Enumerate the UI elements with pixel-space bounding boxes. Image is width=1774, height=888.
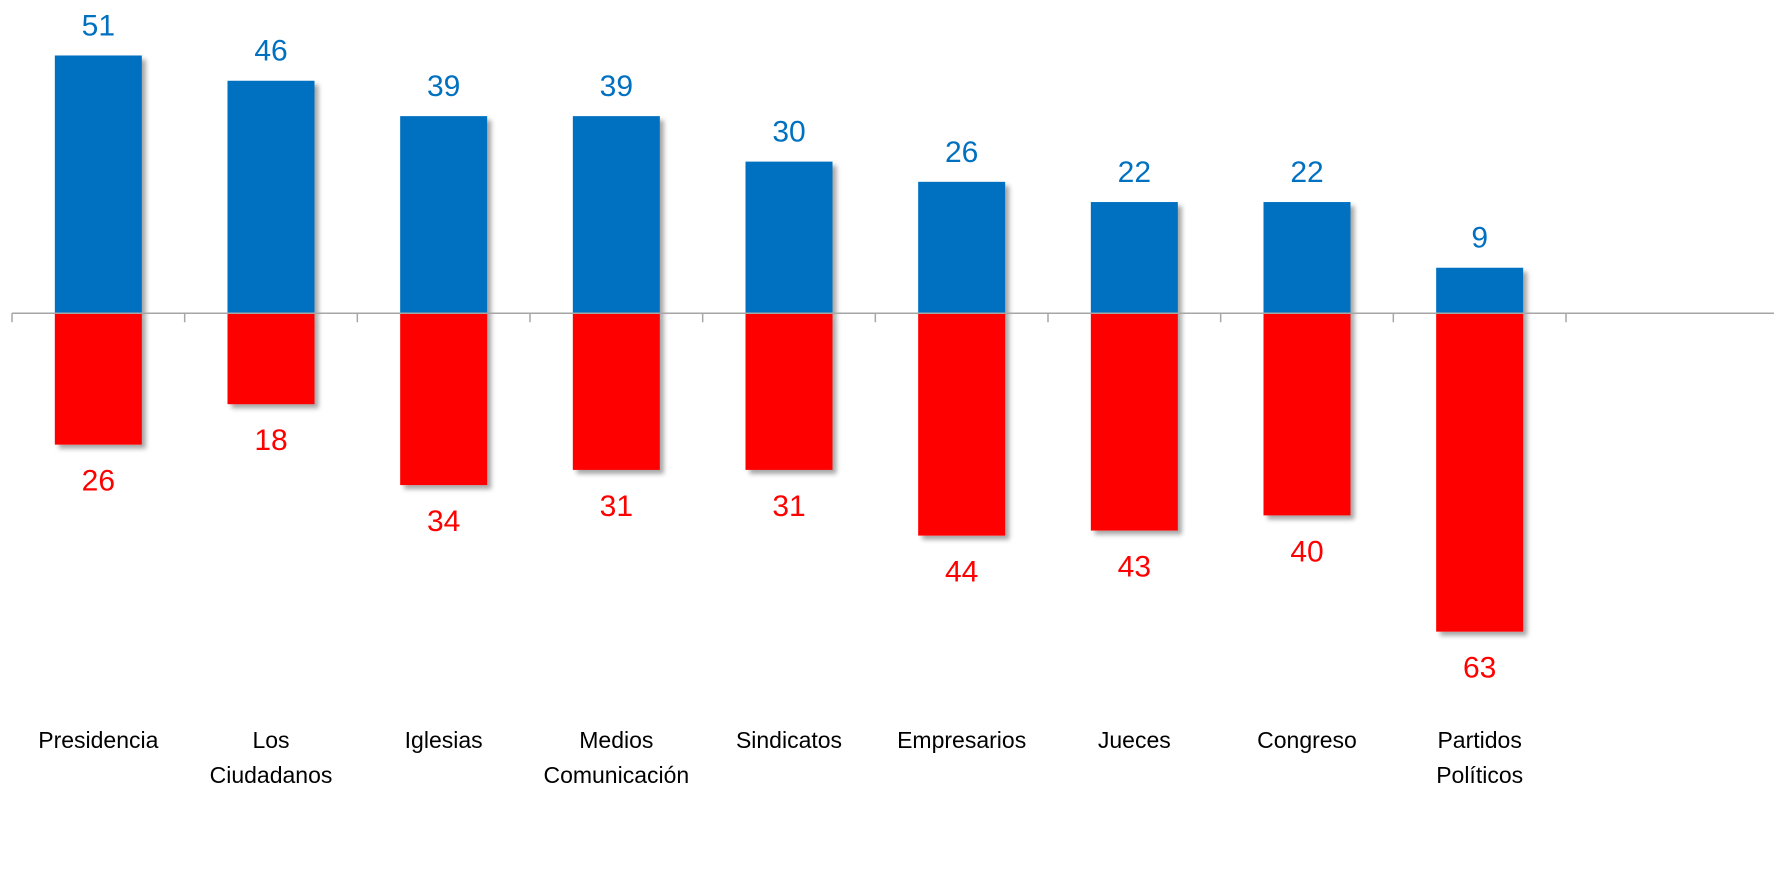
x-tick-label: Medios Comunicación: [543, 727, 690, 788]
data-label: 22: [1118, 156, 1151, 189]
x-tick-label: Sindicatos: [735, 727, 843, 753]
bar: [54, 313, 142, 445]
data-label: 31: [772, 490, 805, 523]
x-tick-label: Jueces: [1097, 727, 1171, 753]
x-tick-label: Iglesias: [404, 727, 483, 753]
bar: [1436, 267, 1524, 314]
data-label: 22: [1290, 156, 1323, 189]
data-label: 63: [1463, 652, 1496, 685]
bar: [1090, 202, 1178, 314]
bar: [572, 116, 660, 314]
x-tick-label: Los Ciudadanos: [209, 727, 333, 788]
bar: [745, 313, 833, 470]
bar: [572, 313, 660, 470]
data-label: 39: [600, 70, 633, 103]
data-label: 51: [82, 9, 115, 42]
data-label: 44: [945, 556, 978, 589]
bar: [227, 313, 315, 405]
x-tick-label: Empresarios: [897, 727, 1027, 753]
bar: [918, 313, 1006, 536]
data-label: 26: [945, 136, 978, 169]
bar: [1090, 313, 1178, 531]
data-label: 43: [1118, 550, 1151, 583]
data-label: 39: [427, 70, 460, 103]
x-tick-label: Partidos Políticos: [1436, 727, 1524, 788]
bar: [227, 80, 315, 314]
data-label: 31: [600, 490, 633, 523]
bar: [1436, 313, 1524, 632]
bar: [745, 161, 833, 314]
bar: [400, 313, 488, 486]
data-label: 9: [1471, 222, 1488, 255]
data-label: 26: [82, 465, 115, 498]
data-label: 18: [254, 424, 287, 457]
data-label: 30: [772, 116, 805, 149]
bar: [1263, 313, 1351, 516]
data-label: 40: [1290, 535, 1323, 568]
x-tick-label: Presidencia: [38, 727, 159, 753]
x-tick-label: Congreso: [1257, 727, 1357, 753]
bar: [1263, 202, 1351, 314]
data-label: 46: [254, 35, 287, 68]
bar: [918, 181, 1006, 314]
bar: [54, 55, 142, 314]
bar: [400, 116, 488, 314]
data-label: 34: [427, 505, 460, 538]
